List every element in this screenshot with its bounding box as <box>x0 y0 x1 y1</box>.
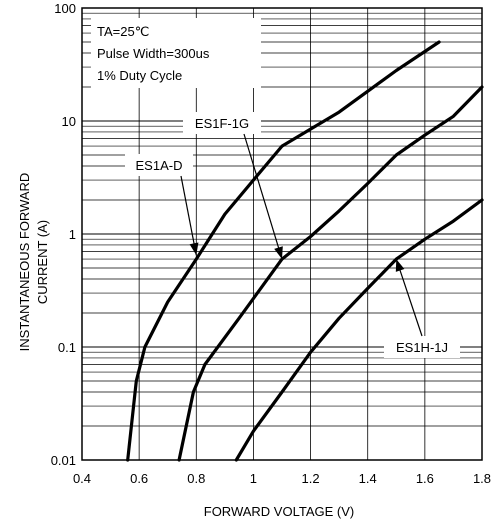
y-tick-label: 0.01 <box>51 453 76 468</box>
condition-temperature: TA=25℃ <box>97 24 149 39</box>
curve-es1a-d <box>126 40 441 462</box>
y-axis-title: INSTANTANEOUS FORWARD CURRENT (A) <box>17 173 50 352</box>
series-label-es1f-1g: ES1F-1G <box>195 116 249 131</box>
arrow-head <box>395 259 405 272</box>
x-tick-label: 0.6 <box>130 471 148 486</box>
arrow-head <box>274 246 283 260</box>
x-tick-label: 1.2 <box>302 471 320 486</box>
arrow-head <box>189 242 199 256</box>
series-label-es1h-1j: ES1H-1J <box>396 340 448 355</box>
condition-pulse-width: Pulse Width=300us <box>97 46 210 61</box>
x-tick-label: 0.8 <box>187 471 205 486</box>
arrow-line <box>243 133 283 260</box>
y-axis-title-line2: CURRENT (A) <box>35 220 50 304</box>
label-bg <box>183 112 261 134</box>
plot-frame <box>81 7 483 461</box>
curve-es1h-1j <box>234 198 484 462</box>
x-tick-label: 1 <box>250 471 257 486</box>
y-tick-label: 100 <box>54 1 76 16</box>
x-tick-label: 0.4 <box>73 471 91 486</box>
y-tick-label: 1 <box>69 227 76 242</box>
x-tick-label: 1.8 <box>473 471 491 486</box>
curve-es1f-1g <box>177 85 484 462</box>
y-axis-title-line1: INSTANTANEOUS FORWARD <box>17 173 32 352</box>
conditions-box: TA=25℃ Pulse Width=300us 1% Duty Cycle <box>91 18 261 88</box>
arrow-line <box>180 175 197 256</box>
x-tick-label: 1.6 <box>416 471 434 486</box>
x-tick-label: 1.4 <box>359 471 377 486</box>
condition-duty-cycle: 1% Duty Cycle <box>97 68 182 83</box>
series-label-es1a-d: ES1A-D <box>136 158 183 173</box>
label-bg <box>125 154 193 176</box>
y-tick-label: 10 <box>62 114 76 129</box>
x-axis-title: FORWARD VOLTAGE (V) <box>204 504 354 519</box>
label-bg <box>384 336 460 358</box>
y-tick-label: 0.1 <box>58 340 76 355</box>
arrow-line <box>395 258 423 337</box>
